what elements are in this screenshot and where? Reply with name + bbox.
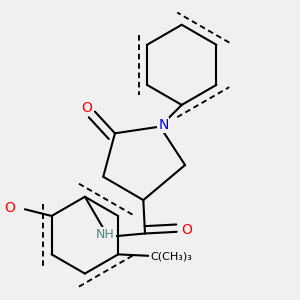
Text: NH: NH (96, 228, 115, 241)
Text: O: O (81, 101, 92, 115)
Text: N: N (158, 118, 169, 132)
Text: C(CH₃)₃: C(CH₃)₃ (150, 251, 192, 261)
Text: O: O (181, 223, 192, 237)
Text: O: O (4, 201, 15, 214)
